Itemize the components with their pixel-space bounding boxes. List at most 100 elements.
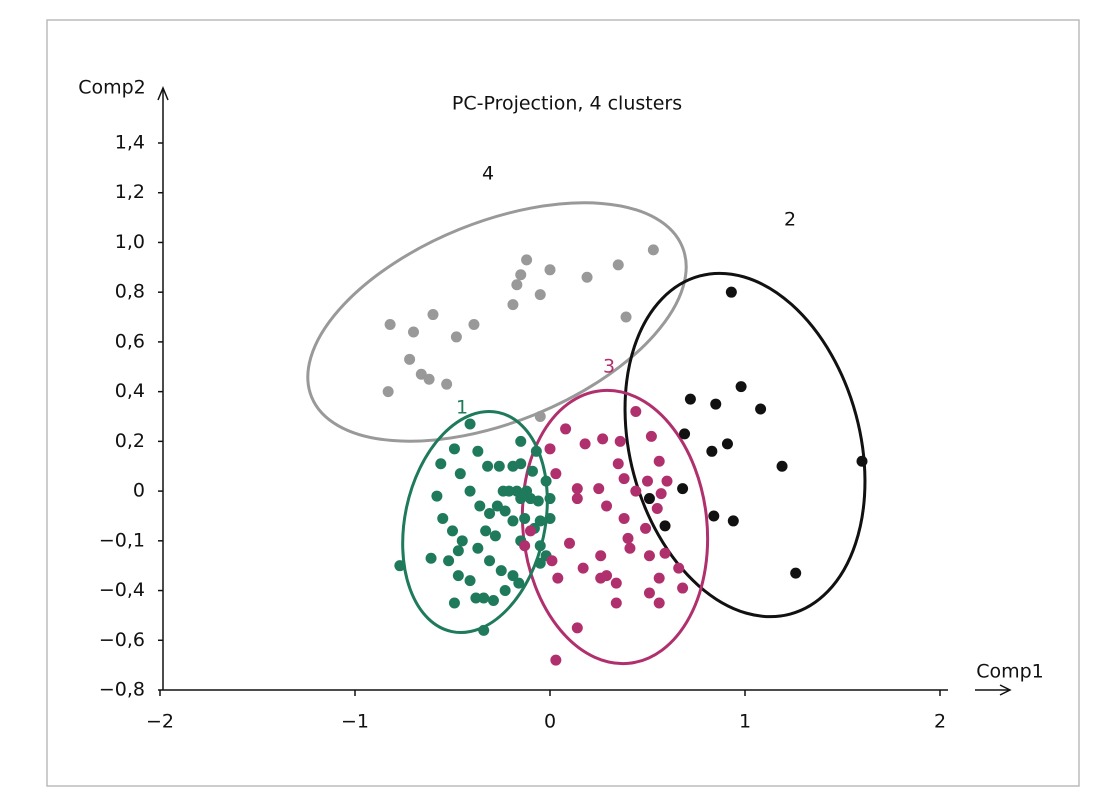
point bbox=[394, 560, 406, 572]
point bbox=[630, 406, 642, 418]
point bbox=[653, 455, 665, 467]
point bbox=[519, 540, 531, 552]
point bbox=[710, 398, 722, 410]
point bbox=[622, 532, 634, 544]
point bbox=[515, 269, 527, 281]
point bbox=[579, 438, 591, 450]
y-tick-label: −0,6 bbox=[99, 629, 145, 651]
point bbox=[643, 493, 655, 505]
y-tick-label: 0,2 bbox=[115, 430, 145, 452]
point bbox=[511, 279, 523, 291]
point bbox=[552, 572, 564, 584]
point bbox=[447, 525, 458, 537]
point bbox=[643, 550, 655, 562]
point bbox=[708, 510, 720, 522]
point bbox=[437, 512, 449, 524]
point bbox=[448, 443, 460, 455]
point bbox=[464, 575, 476, 587]
point bbox=[464, 485, 476, 497]
point bbox=[513, 577, 525, 589]
point bbox=[856, 455, 868, 467]
x-tick-label: −1 bbox=[341, 711, 369, 733]
x-axis-label: Comp1 bbox=[976, 661, 1044, 683]
point bbox=[499, 585, 511, 597]
point bbox=[544, 264, 556, 276]
cluster-label: 1 bbox=[456, 397, 468, 419]
point bbox=[544, 443, 556, 455]
y-axis-label: Comp2 bbox=[78, 77, 146, 99]
y-tick-label: 0 bbox=[133, 480, 145, 502]
point bbox=[474, 500, 486, 512]
point bbox=[425, 552, 437, 564]
cluster-label: 2 bbox=[784, 209, 796, 231]
point bbox=[643, 587, 655, 599]
point bbox=[532, 495, 544, 507]
point bbox=[503, 485, 515, 497]
point bbox=[564, 537, 575, 549]
point bbox=[478, 624, 490, 636]
point bbox=[470, 592, 482, 604]
y-tick-label: 1,0 bbox=[115, 231, 145, 253]
x-tick-label: 1 bbox=[739, 711, 751, 733]
point bbox=[484, 555, 496, 567]
point bbox=[653, 572, 665, 584]
point bbox=[612, 458, 624, 470]
point bbox=[610, 577, 622, 589]
point bbox=[727, 515, 739, 527]
point bbox=[679, 428, 691, 440]
point bbox=[472, 542, 484, 554]
point bbox=[653, 597, 665, 609]
point bbox=[659, 520, 671, 532]
point bbox=[677, 483, 689, 495]
point bbox=[441, 378, 453, 390]
y-tick-label: −0,4 bbox=[99, 579, 145, 601]
y-arrow bbox=[157, 86, 169, 101]
point bbox=[480, 525, 492, 537]
point bbox=[521, 254, 533, 266]
point bbox=[735, 381, 747, 393]
point bbox=[534, 515, 546, 527]
point bbox=[601, 500, 613, 512]
point bbox=[550, 468, 562, 480]
point bbox=[534, 557, 546, 569]
point bbox=[618, 512, 630, 524]
y-tick-label: −0,1 bbox=[99, 529, 145, 551]
point bbox=[640, 522, 652, 534]
point bbox=[630, 485, 642, 497]
point bbox=[546, 555, 558, 567]
point bbox=[487, 594, 499, 606]
point bbox=[684, 393, 696, 405]
point bbox=[721, 438, 733, 450]
point bbox=[454, 468, 466, 480]
point bbox=[443, 555, 455, 567]
point bbox=[659, 547, 671, 559]
y-tick-label: 0,8 bbox=[115, 281, 145, 303]
point bbox=[544, 512, 556, 524]
point bbox=[647, 244, 659, 256]
point bbox=[464, 418, 476, 430]
point bbox=[507, 299, 519, 311]
point bbox=[489, 530, 501, 542]
x-arrow bbox=[999, 684, 1012, 696]
point bbox=[468, 319, 480, 331]
point bbox=[595, 550, 607, 562]
y-tick-label: −0,8 bbox=[99, 679, 145, 701]
x-tick-label: 2 bbox=[934, 711, 946, 733]
point bbox=[645, 430, 657, 442]
point bbox=[560, 423, 572, 435]
point bbox=[581, 271, 593, 283]
point bbox=[651, 502, 663, 514]
point bbox=[491, 500, 503, 512]
point bbox=[525, 525, 536, 537]
point bbox=[478, 592, 490, 604]
point bbox=[482, 460, 494, 472]
point bbox=[618, 473, 630, 485]
point bbox=[655, 488, 667, 500]
axes bbox=[157, 86, 1012, 696]
point bbox=[519, 512, 531, 524]
point bbox=[452, 545, 464, 557]
point bbox=[544, 493, 556, 505]
point bbox=[534, 411, 546, 422]
ellipse bbox=[306, 201, 688, 443]
point bbox=[484, 507, 496, 519]
